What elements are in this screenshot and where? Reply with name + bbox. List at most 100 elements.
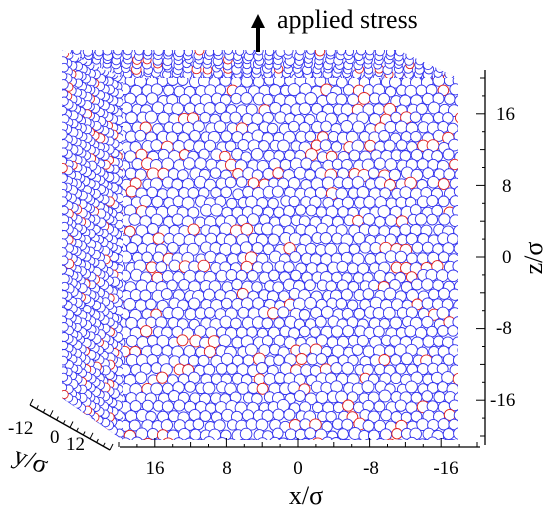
particle	[426, 213, 439, 226]
particle	[230, 92, 242, 105]
x-tick-label: -8	[363, 458, 379, 479]
particle	[453, 224, 458, 238]
tick-mark	[69, 421, 74, 428]
particle	[219, 315, 233, 329]
particle	[444, 68, 455, 78]
particle	[459, 421, 471, 433]
particle	[448, 399, 458, 412]
particle	[437, 178, 450, 191]
particle	[156, 371, 169, 384]
particle	[184, 308, 197, 321]
particle	[223, 50, 233, 55]
particle	[454, 168, 458, 181]
particle	[277, 139, 290, 153]
particle	[410, 410, 423, 423]
particle-face-side	[62, 50, 123, 440]
particle	[362, 213, 376, 226]
particle	[422, 59, 434, 71]
particle	[309, 418, 322, 431]
particle	[362, 288, 375, 300]
tick-mark	[49, 410, 54, 417]
particle	[400, 352, 414, 366]
particle	[460, 327, 470, 337]
particle	[330, 141, 343, 153]
particle	[395, 363, 407, 375]
particle	[82, 413, 93, 424]
particle	[384, 158, 398, 171]
particle	[283, 242, 296, 255]
particle	[174, 50, 185, 58]
particle	[122, 50, 133, 56]
particle	[442, 428, 455, 440]
particle	[340, 288, 353, 301]
particle	[304, 92, 318, 105]
particle	[319, 232, 333, 245]
particle	[352, 231, 366, 245]
particle	[155, 261, 168, 273]
particle	[283, 408, 296, 421]
particle	[394, 439, 407, 440]
particle	[63, 50, 74, 51]
particle	[342, 399, 355, 412]
particle	[161, 400, 174, 413]
particle-face-front	[123, 78, 471, 440]
particle	[384, 214, 398, 227]
particle	[367, 429, 381, 440]
particle	[342, 325, 355, 338]
particle	[124, 225, 136, 238]
particle	[421, 390, 434, 402]
particle	[202, 436, 216, 440]
stress-arrow-icon	[251, 14, 265, 52]
particle	[239, 427, 253, 440]
particle	[457, 381, 458, 395]
particle	[205, 50, 215, 57]
z-tick-label: 0	[502, 247, 512, 268]
particle	[146, 92, 159, 105]
particle	[460, 365, 471, 376]
particle	[311, 437, 325, 440]
particle-box	[62, 50, 471, 440]
particle	[362, 419, 375, 432]
particle	[415, 55, 425, 66]
particle	[141, 251, 153, 264]
particle	[139, 194, 152, 208]
particle	[330, 325, 344, 338]
tick-mark	[29, 398, 34, 406]
particle	[341, 177, 354, 190]
particle	[251, 242, 264, 254]
particle	[62, 297, 68, 307]
particle	[86, 417, 96, 427]
particle	[123, 427, 125, 440]
particle	[144, 110, 158, 124]
particle	[364, 50, 375, 56]
particle	[150, 362, 163, 374]
particle	[411, 278, 423, 291]
x-axis: 16 8 0 -8 -16 x/σ	[118, 438, 480, 510]
particle	[427, 175, 440, 189]
particle	[62, 340, 69, 351]
z-tick-label: 8	[502, 176, 512, 197]
particle	[452, 372, 458, 386]
z-tick-label: 16	[496, 104, 515, 125]
particle	[62, 205, 69, 215]
particle	[152, 438, 164, 440]
particle	[62, 281, 70, 291]
particle	[192, 418, 205, 431]
particle	[373, 157, 387, 170]
particle	[183, 50, 193, 57]
particle	[229, 243, 242, 255]
particle	[240, 222, 254, 236]
particle	[395, 50, 405, 57]
particle	[449, 158, 458, 171]
particle	[298, 102, 312, 115]
particle	[346, 299, 359, 311]
particle	[103, 431, 114, 440]
particle	[288, 120, 300, 133]
particle	[102, 50, 113, 56]
z-axis-title: z/σ	[519, 242, 548, 275]
particle	[431, 204, 444, 217]
particle	[447, 325, 458, 337]
particle	[62, 71, 68, 81]
particle	[304, 130, 317, 143]
